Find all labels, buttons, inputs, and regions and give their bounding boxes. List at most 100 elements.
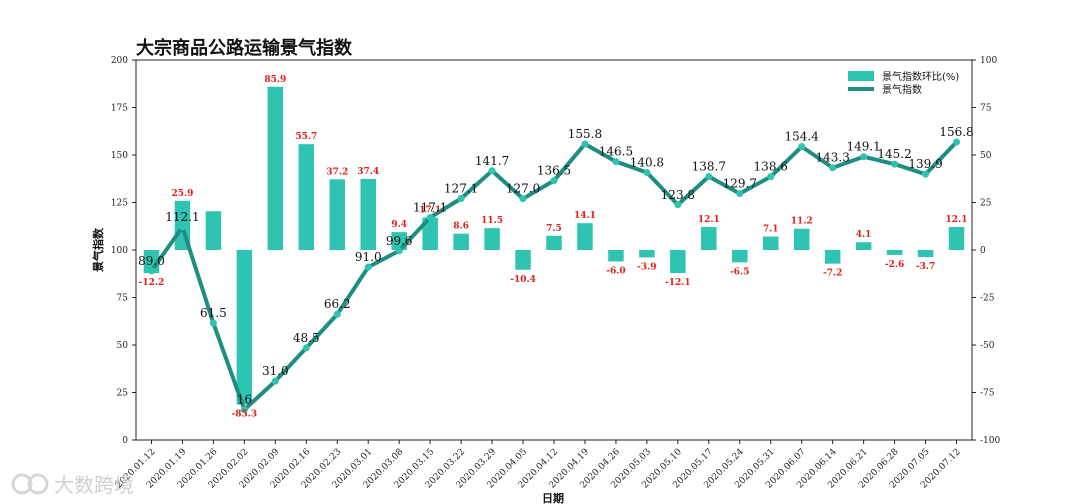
bar [360, 178, 376, 250]
y-left-tick-label: 175 [111, 104, 128, 114]
y-left-tick-label: 100 [111, 246, 128, 256]
line-point [519, 195, 527, 203]
y-right-tick-label: -100 [980, 436, 1000, 446]
y-left-tick-label: 125 [111, 199, 128, 209]
bar [608, 250, 624, 262]
bar [917, 250, 934, 258]
line-point [395, 247, 403, 255]
bar [298, 144, 315, 250]
bar [577, 223, 593, 250]
line-data-label: 16 [237, 393, 252, 407]
y-left-tick-label: 200 [111, 56, 128, 66]
line-point [550, 177, 558, 185]
line-data-label: 141.7 [475, 154, 509, 168]
legend-bar-swatch [848, 71, 874, 81]
line-point [922, 170, 930, 178]
watermark: 大数跨境 [11, 473, 134, 497]
line-point [457, 195, 465, 203]
line-point [240, 406, 248, 414]
line-data-label: 139.9 [908, 157, 942, 171]
bar-data-label: 14.1 [574, 211, 596, 221]
line-data-label: 112.1 [165, 210, 199, 224]
line-data-label: 138.6 [754, 160, 788, 174]
bar [886, 250, 903, 255]
bar-data-label: -6.5 [730, 267, 749, 277]
line-data-label: 123.8 [661, 188, 695, 202]
y-right-tick-label: -50 [980, 341, 995, 351]
watermark-text: 大数跨境 [54, 473, 134, 497]
bar-data-label: 8.6 [453, 222, 469, 232]
bar-data-label: 17.1 [419, 206, 441, 216]
line-data-label: 156.8 [939, 125, 973, 139]
y-right-tick-label: 50 [980, 151, 992, 161]
bar-data-label: 85.9 [264, 75, 286, 85]
line-data-label: 31.0 [262, 364, 289, 378]
legend: 景气指数环比(%) 景气指数 [848, 70, 959, 96]
line-data-label: 61.5 [200, 306, 227, 320]
y-left-tick-label: 150 [111, 151, 128, 161]
line-data-label: 145.2 [877, 147, 911, 161]
bar-data-label: -3.9 [637, 262, 656, 272]
x-axis-label: 日期 [542, 491, 564, 504]
line-point [178, 223, 186, 231]
line-point [364, 263, 372, 271]
y-left-tick-label: 50 [117, 341, 129, 351]
bar [732, 250, 748, 263]
line-data-label: 127.1 [444, 182, 478, 196]
bar-data-label: 11.5 [481, 216, 503, 226]
line-point [674, 201, 682, 209]
line-point [860, 153, 868, 161]
line-data-label: 91.0 [355, 250, 382, 264]
bar [236, 250, 253, 405]
y-right-tick-label: 0 [980, 246, 986, 256]
data-labels: -12.2 25.9 -85.3 85.9 55.7 37.2 37.4 9.4 17.1 8.6… [138, 75, 974, 420]
bar [855, 242, 872, 250]
legend-line-label: 景气指数 [882, 83, 922, 96]
chart-title: 大宗商品公路运输景气指数 [136, 37, 353, 59]
bar-data-label: -12.1 [665, 278, 691, 288]
watermark-logo-icon-2 [27, 473, 49, 495]
bar-data-label: 7.1 [763, 225, 779, 235]
bar [948, 227, 965, 250]
line-point [891, 160, 899, 168]
bar [484, 228, 500, 250]
y-right-tick-label: 25 [980, 199, 992, 209]
line-data-label: 143.3 [815, 151, 849, 165]
y-right-tick-label: 75 [980, 104, 992, 114]
line-point [736, 190, 744, 198]
line-data-label: 154.4 [785, 130, 820, 144]
bar [824, 250, 841, 264]
line-point [147, 267, 155, 275]
bar [329, 179, 345, 250]
bar [422, 217, 438, 250]
line-data-label: 140.8 [630, 155, 664, 169]
line-data-label: 99.6 [386, 234, 413, 248]
bar [267, 86, 284, 250]
line-data-label: 66.2 [324, 297, 351, 311]
bar-data-label: 9.4 [391, 220, 407, 230]
bar [515, 250, 531, 270]
bar [205, 211, 222, 250]
line-data-label: 155.8 [568, 127, 602, 141]
bar [793, 228, 810, 250]
bar [546, 235, 562, 250]
bar [701, 227, 717, 250]
line-data-label: 48.5 [293, 331, 320, 345]
bar-data-label: 55.7 [295, 132, 317, 142]
bar-data-label: 4.1 [856, 230, 872, 240]
line-data-label: 138.7 [692, 159, 726, 173]
y-left-tick-label: 25 [117, 389, 129, 399]
line-point [426, 214, 434, 222]
line-data-label: 149.1 [846, 140, 880, 154]
line-data-label: 89.0 [138, 254, 165, 268]
watermark-logo-icon [11, 473, 33, 495]
line-point [302, 344, 310, 352]
line-point [209, 319, 217, 327]
y-right-tick-label: -25 [980, 294, 995, 304]
bar-data-label: 11.2 [791, 217, 813, 227]
bar [639, 250, 655, 258]
bar-data-label: 37.2 [326, 167, 348, 177]
y-left-tick-label: 75 [117, 294, 129, 304]
line-point [798, 143, 806, 151]
